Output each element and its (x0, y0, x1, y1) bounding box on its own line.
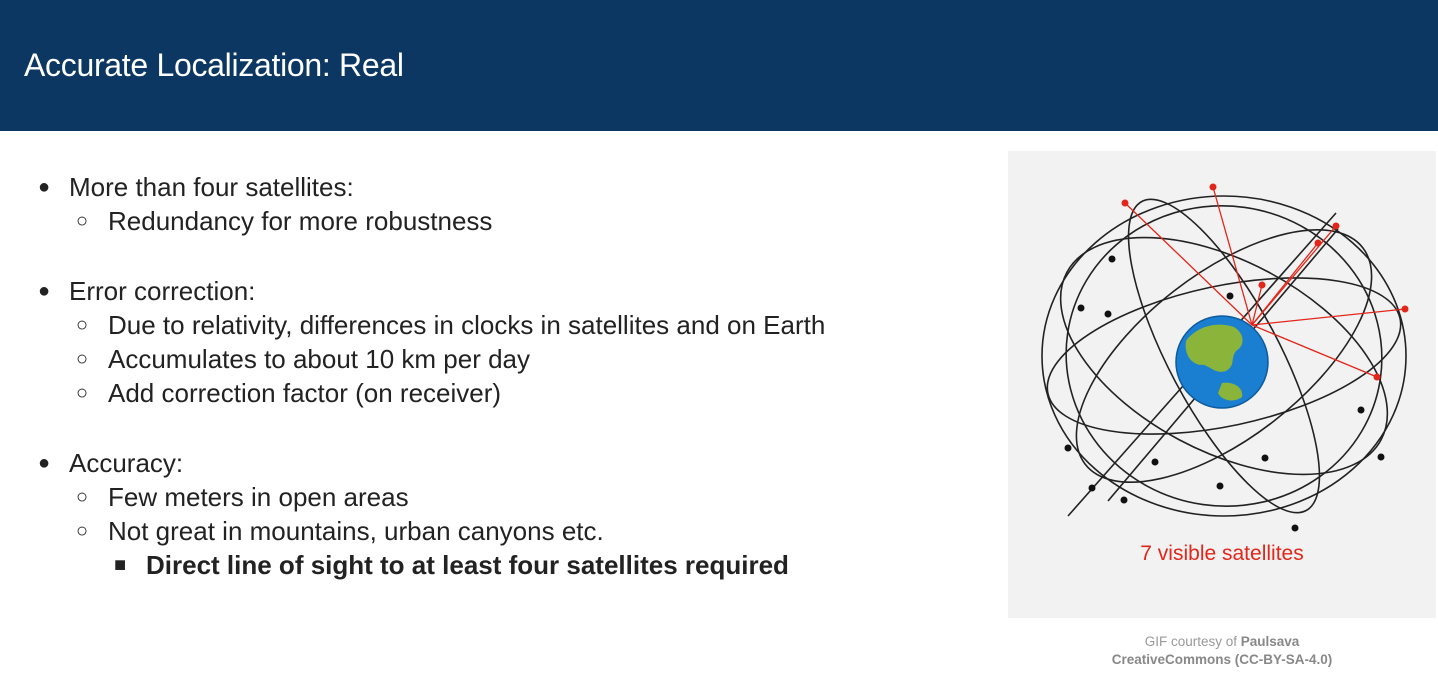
sub-bullet-item: ○ Redundancy for more robustness (38, 204, 988, 238)
hidden-satellite-icon (1104, 310, 1112, 318)
slide-header: Accurate Localization: Real (0, 0, 1438, 131)
hollow-circle-bullet-icon: ○ (76, 314, 89, 336)
credit-line-1: GIF courtesy of Paulsava (1008, 633, 1436, 651)
filled-circle-bullet-icon: ● (38, 176, 51, 198)
orbit-ring (1059, 236, 1389, 476)
hollow-circle-bullet-icon: ○ (76, 210, 89, 232)
hollow-circle-bullet-icon: ○ (76, 382, 89, 404)
bullet-item: ● Error correction: (38, 274, 988, 308)
orbit-ring (1075, 229, 1373, 483)
bullet-item: ● More than four satellites: (38, 170, 988, 204)
line-of-sight-group (1124, 186, 1406, 378)
sub-bullet-item: ○ Add correction factor (on receiver) (38, 376, 988, 410)
sub-bullet-item: ○ Few meters in open areas (38, 480, 988, 514)
orbit-ring (1065, 205, 1383, 507)
hidden-satellite-icon (1088, 484, 1096, 492)
sub-bullet-item: ○ Accumulates to about 10 km per day (38, 342, 988, 376)
hidden-satellite-icon (1261, 454, 1269, 462)
visible-satellite-icon (1209, 183, 1217, 191)
hidden-satellite-icon (1108, 255, 1116, 263)
earth-landmass (1185, 324, 1243, 372)
hollow-circle-bullet-icon: ○ (76, 520, 89, 542)
visible-satellite-icon (1332, 222, 1340, 230)
visible-satellite-icon (1121, 199, 1129, 207)
sub-bullet-text: Add correction factor (on receiver) (108, 378, 502, 408)
visible-satellite-icon (1314, 239, 1322, 247)
bullet-list: ● More than four satellites: ○ Redundancy … (38, 170, 988, 582)
hidden-satellites (1064, 255, 1385, 532)
credit-prefix: GIF courtesy of (1144, 634, 1241, 649)
hollow-circle-bullet-icon: ○ (76, 348, 89, 370)
bullet-text: More than four satellites: (69, 172, 354, 202)
outer-orbit (1041, 195, 1407, 517)
hidden-satellite-icon (1357, 406, 1365, 414)
credit-author: Paulsava (1240, 634, 1300, 649)
visible-satellite-icon (1258, 281, 1266, 289)
hidden-satellite-icon (1064, 444, 1072, 452)
sub-sub-bullet-text: Direct line of sight to at least four sa… (146, 550, 789, 580)
credit-license: CreativeCommons (CC-BY-SA-4.0) (1111, 652, 1333, 667)
hidden-satellite-icon (1077, 304, 1085, 312)
visible-satellite-icon (1401, 305, 1409, 313)
hidden-satellite-icon (1226, 292, 1234, 300)
filled-circle-bullet-icon: ● (38, 280, 51, 302)
bullet-text: Error correction: (69, 276, 256, 306)
sub-bullet-text: Redundancy for more robustness (108, 206, 493, 236)
satellite-orbits-illustration (1041, 183, 1409, 532)
sub-bullet-text: Accumulates to about 10 km per day (108, 344, 531, 374)
credit-line-2: CreativeCommons (CC-BY-SA-4.0) (1008, 651, 1436, 669)
gps-constellation-figure: 7 visible satellites (1008, 151, 1436, 618)
sub-bullet-text: Not great in mountains, urban canyons et… (108, 516, 604, 546)
filled-circle-bullet-icon: ● (38, 452, 51, 474)
earth-landmass (1218, 382, 1243, 401)
visible-satellites (1121, 183, 1409, 381)
bullet-item: ● Accuracy: (38, 446, 988, 480)
sub-sub-bullet-item: ■ Direct line of sight to at least four s… (38, 548, 988, 582)
hidden-satellite-icon (1377, 453, 1385, 461)
sub-bullet-item: ○ Due to relativity, differences in clock… (38, 308, 988, 342)
image-credit: GIF courtesy of Paulsava CreativeCommons… (1008, 633, 1436, 669)
hidden-satellite-icon (1216, 482, 1224, 490)
sub-bullet-item: ○ Not great in mountains, urban canyons e… (38, 514, 988, 548)
hidden-satellite-icon (1120, 496, 1128, 504)
sub-bullet-text: Few meters in open areas (108, 482, 409, 512)
hidden-satellite-icon (1151, 458, 1159, 466)
visible-satellite-icon (1373, 373, 1381, 381)
hidden-satellite-icon (1291, 524, 1299, 532)
hollow-circle-bullet-icon: ○ (76, 486, 89, 508)
figure-caption: 7 visible satellites (1140, 542, 1304, 565)
orbit-ring (1046, 277, 1402, 435)
bullet-text: Accuracy: (69, 448, 184, 478)
orbit-ring (1127, 198, 1321, 514)
sub-bullet-text: Due to relativity, differences in clocks… (108, 310, 826, 340)
slide-title: Accurate Localization: Real (24, 47, 404, 83)
earth-globe (1175, 315, 1269, 409)
square-bullet-icon: ■ (114, 554, 127, 576)
